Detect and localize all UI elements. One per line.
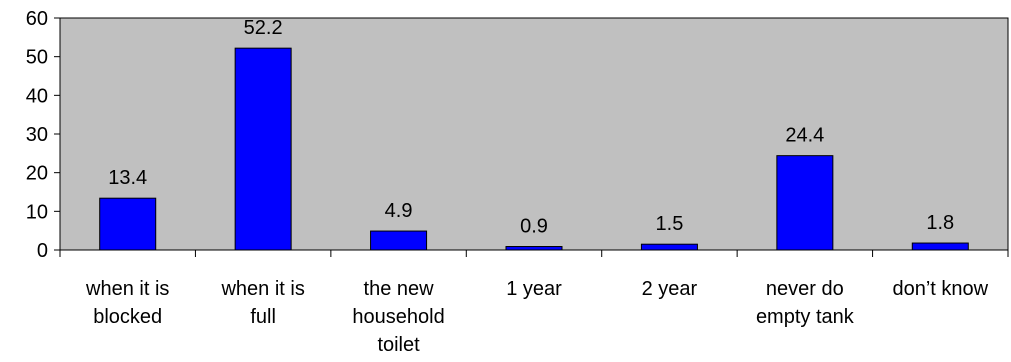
bar-6 [911, 242, 969, 251]
y-axis: 0 10 20 30 40 50 60 [26, 8, 60, 262]
x-category-label-2-line-2: toilet [377, 334, 420, 356]
value-label-6: 1.8 [926, 212, 954, 234]
x-category-label-0-line-0: when it is [85, 278, 169, 300]
value-labels-group: 13.4 52.2 4.9 0.9 1.5 24.4 1.8 [108, 17, 954, 237]
bar-3 [505, 246, 563, 251]
x-category-label-6-line-0: don’t know [892, 278, 988, 300]
bars-group [99, 47, 969, 251]
y-tick-label-6: 60 [26, 8, 48, 30]
x-category-label-5-line-1: empty tank [756, 306, 855, 328]
x-category-label-1-line-0: when it is [220, 278, 304, 300]
y-tick-label-5: 50 [26, 47, 48, 69]
x-category-label-4: 2 year [642, 278, 698, 300]
bar-0 [99, 197, 157, 251]
x-axis: when it is blocked when it is full the new ho… [59, 250, 1009, 356]
value-label-3: 0.9 [520, 216, 548, 238]
x-category-label-2: the new household toilet [352, 278, 444, 356]
value-label-4: 1.5 [656, 213, 684, 235]
x-category-label-0-line-1: blocked [93, 306, 162, 328]
value-label-2: 4.9 [385, 200, 413, 222]
y-tick-label-3: 30 [26, 124, 48, 146]
x-category-label-2-line-0: the new [364, 278, 435, 300]
x-category-label-3: 1 year [506, 278, 562, 300]
value-label-5: 24.4 [785, 125, 824, 147]
bar-4 [640, 243, 698, 251]
x-category-label-6: don’t know [892, 278, 988, 300]
y-tick-label-1: 10 [26, 201, 48, 223]
x-category-label-2-line-1: household [352, 306, 444, 328]
x-category-label-5-line-0: never do [766, 278, 844, 300]
x-category-label-0: when it is blocked [85, 278, 169, 328]
value-label-0: 13.4 [108, 167, 147, 189]
x-category-label-1: when it is full [220, 278, 304, 328]
y-tick-label-4: 40 [26, 85, 48, 107]
value-label-1: 52.2 [244, 17, 283, 39]
plot-area [59, 17, 1009, 251]
x-category-label-4-line-0: 2 year [642, 278, 698, 300]
bar-5 [776, 155, 834, 251]
y-tick-label-0: 0 [37, 240, 48, 262]
x-category-label-5: never do empty tank [756, 278, 855, 328]
bar-1 [234, 47, 292, 251]
y-tick-label-2: 20 [26, 163, 48, 185]
bar-2 [370, 230, 428, 251]
x-category-label-1-line-1: full [250, 306, 276, 328]
x-category-label-3-line-0: 1 year [506, 278, 562, 300]
